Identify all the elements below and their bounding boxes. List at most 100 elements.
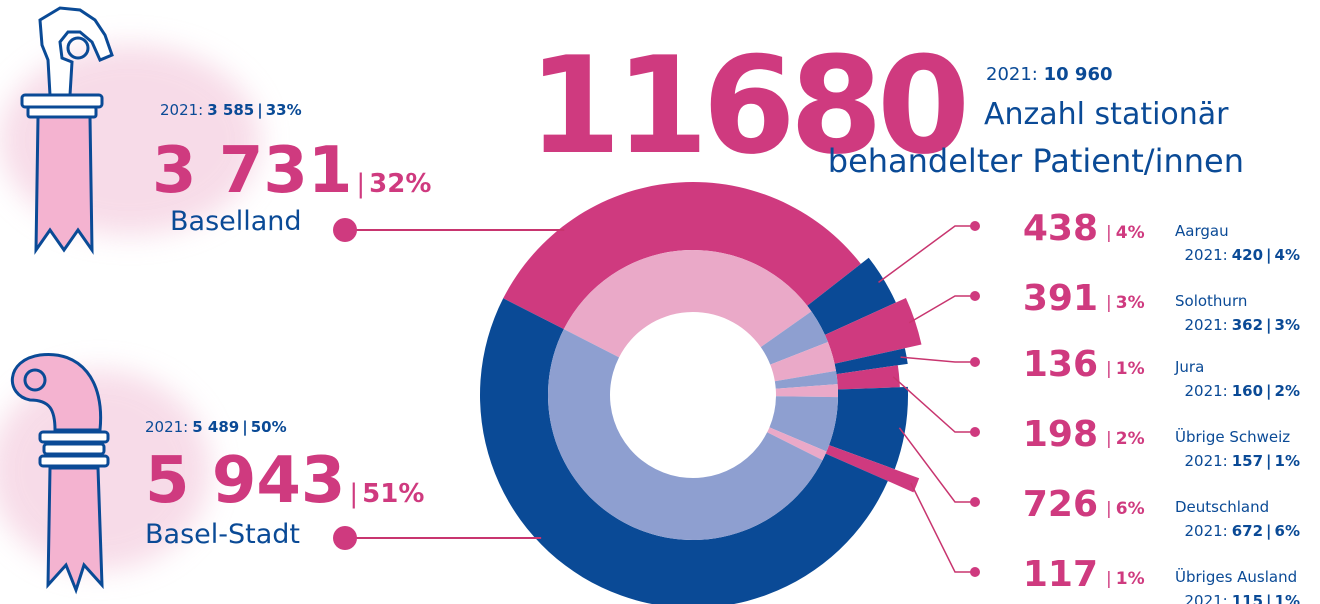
prev-year: 2021: 115 | 1% (1185, 592, 1301, 604)
value-label: 136 (1023, 344, 1098, 385)
leader-dot (970, 291, 980, 301)
value: 198 (1023, 414, 1098, 455)
prev-year: 2021: 5 489 | 50% (145, 418, 287, 437)
prev-value: 420 (1232, 246, 1263, 264)
leader-line (878, 225, 975, 284)
donut-segment (824, 297, 922, 364)
separator: | (1106, 569, 1112, 589)
separator: | (1266, 316, 1271, 335)
separator: | (1266, 452, 1271, 471)
leader-dot (970, 221, 980, 231)
value-label: 198 (1023, 414, 1098, 455)
prev-label: 2021: (1185, 522, 1228, 540)
value-label: 117 (1023, 554, 1098, 595)
value-label: 438 (1023, 208, 1098, 249)
leader-line (892, 376, 975, 433)
separator: | (1266, 246, 1271, 265)
separator: | (1266, 522, 1271, 541)
separator: | (257, 101, 262, 120)
prev-share: 33% (266, 101, 302, 119)
donut-segment-prev (767, 427, 827, 461)
share-label: 1% (1116, 359, 1145, 379)
prev-year: 2021: 160 | 2% (1185, 382, 1301, 401)
share: | 1% (1106, 569, 1145, 589)
title-line: behandelter Patient/innen (828, 142, 1244, 180)
prev-share: 3% (1275, 316, 1300, 334)
prev-share: 2% (1275, 382, 1300, 400)
prev-year: 2021: 362 | 3% (1185, 316, 1301, 335)
donut-segment-prev (775, 384, 838, 398)
donut-segment (829, 386, 908, 470)
value: 438 (1023, 208, 1098, 249)
leader-line (900, 356, 975, 363)
prev-year: 2021: 3 585 | 33% (160, 101, 302, 120)
share-label: 32% (369, 169, 431, 199)
leader-dot (970, 357, 980, 367)
prev-label: 2021: (145, 418, 188, 436)
prev-label: 2021: (1185, 382, 1228, 400)
prev-total-value: 10 960 (1044, 64, 1113, 85)
value-label: 391 (1023, 278, 1098, 319)
category-label: Deutschland (1175, 498, 1269, 516)
prev-year: 2021: 157 | 1% (1185, 452, 1301, 471)
donut-segment (807, 257, 896, 335)
share-label: 6% (1116, 499, 1145, 519)
leader-dot (970, 567, 980, 577)
donut-segment-prev (547, 329, 823, 541)
value-label: 5 943 (145, 444, 345, 518)
total: 11680 (528, 28, 964, 184)
separator: | (349, 479, 358, 509)
prev-value: 157 (1232, 452, 1263, 470)
prev-year: 2021: 420 | 4% (1185, 246, 1301, 265)
share-label: 1% (1116, 569, 1145, 589)
prev-share: 50% (251, 418, 287, 436)
prev-value: 115 (1232, 592, 1263, 604)
value: 3 731 | 32% (152, 134, 431, 208)
prev-label: 2021: (986, 64, 1038, 85)
separator: | (356, 169, 365, 199)
donut-segment-prev (774, 370, 838, 389)
share: | 2% (1106, 429, 1145, 449)
donut-segment (834, 348, 908, 375)
prev-total: 2021: 10 960 (986, 64, 1113, 85)
category-label: Übrige Schweiz (1175, 427, 1290, 446)
category-label: Aargau (1175, 222, 1229, 240)
category-label: Baselland (170, 206, 302, 237)
prev-label: 2021: (1185, 592, 1228, 604)
value: 5 943 | 51% (145, 444, 424, 518)
share: | 4% (1106, 223, 1145, 243)
prev-label: 2021: (160, 101, 203, 119)
category-label: Solothurn (1175, 292, 1247, 310)
prev-value: 160 (1232, 382, 1263, 400)
category-label: Basel-Stadt (145, 519, 300, 550)
separator: | (1106, 359, 1112, 379)
donut-segment-prev (563, 250, 812, 358)
donut-segment-prev (760, 311, 828, 365)
category-label: Jura (1174, 358, 1204, 376)
prev-label: 2021: (1185, 246, 1228, 264)
prev-year: 2021: 672 | 6% (1185, 522, 1301, 541)
baselland-crest (20, 6, 114, 255)
prev-value: 362 (1232, 316, 1263, 334)
leader-line (898, 427, 975, 503)
prev-share: 1% (1275, 452, 1300, 470)
donut-segment (503, 182, 861, 330)
separator: | (1266, 592, 1271, 604)
share-label: 2% (1116, 429, 1145, 449)
separator: | (1106, 223, 1112, 243)
category-label: Übriges Ausland (1175, 567, 1297, 586)
leader-dot (970, 427, 980, 437)
leader-line (908, 295, 975, 324)
share: | 1% (1106, 359, 1145, 379)
separator: | (1266, 382, 1271, 401)
separator: | (242, 418, 247, 437)
share: | 3% (1106, 293, 1145, 313)
donut-segment-prev (769, 396, 838, 452)
donut-segment (825, 445, 920, 493)
leader-line (910, 482, 975, 573)
title-line: Anzahl stationär (984, 97, 1229, 132)
value-label: 3 731 (152, 134, 352, 208)
leader-dot (333, 526, 357, 550)
prev-share: 6% (1275, 522, 1300, 540)
